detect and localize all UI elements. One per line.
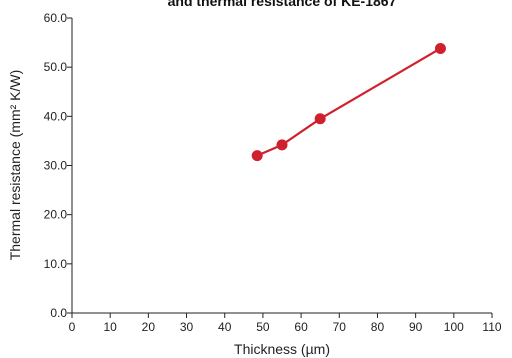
- data-point: [314, 113, 326, 125]
- y-tick-label: 60.0: [44, 11, 68, 25]
- x-tick-label: 100: [444, 320, 464, 334]
- x-tick-label: 90: [409, 320, 423, 334]
- x-tick-label: 20: [142, 320, 156, 334]
- y-axis-title: Thermal resistance (mm² K/W): [7, 70, 23, 261]
- x-tick-label: 70: [333, 320, 347, 334]
- y-tick-label: 10.0: [44, 257, 68, 271]
- series-line: [256, 47, 442, 157]
- y-tick-label: 50.0: [44, 60, 68, 74]
- data-point: [251, 150, 263, 162]
- x-ticks: 0 10 20 30 40 50 60 70 80 90 100 110: [69, 313, 502, 334]
- x-tick-label: 0: [69, 320, 76, 334]
- y-tick-label: 20.0: [44, 208, 68, 222]
- data-point: [434, 42, 446, 54]
- x-tick-label: 50: [256, 320, 270, 334]
- x-tick-label: 40: [218, 320, 232, 334]
- x-tick-label: 110: [482, 320, 501, 334]
- x-tick-label: 10: [104, 320, 118, 334]
- y-tick-label: 30.0: [44, 159, 68, 173]
- y-tick-label: 0.0: [50, 306, 67, 320]
- x-axis-title: Thickness (µm): [234, 341, 330, 357]
- axes: [71, 18, 492, 314]
- y-ticks: 0.0 10.0 20.0 30.0 40.0 50.0 60.0: [44, 11, 72, 320]
- y-tick-label: 40.0: [44, 109, 68, 123]
- x-tick-label: 80: [371, 320, 385, 334]
- data-point: [276, 139, 288, 151]
- series-layer: [251, 42, 446, 162]
- chart-title: and thermal resistance of KE-1867: [168, 0, 397, 9]
- x-tick-label: 60: [294, 320, 308, 334]
- x-tick-label: 30: [180, 320, 194, 334]
